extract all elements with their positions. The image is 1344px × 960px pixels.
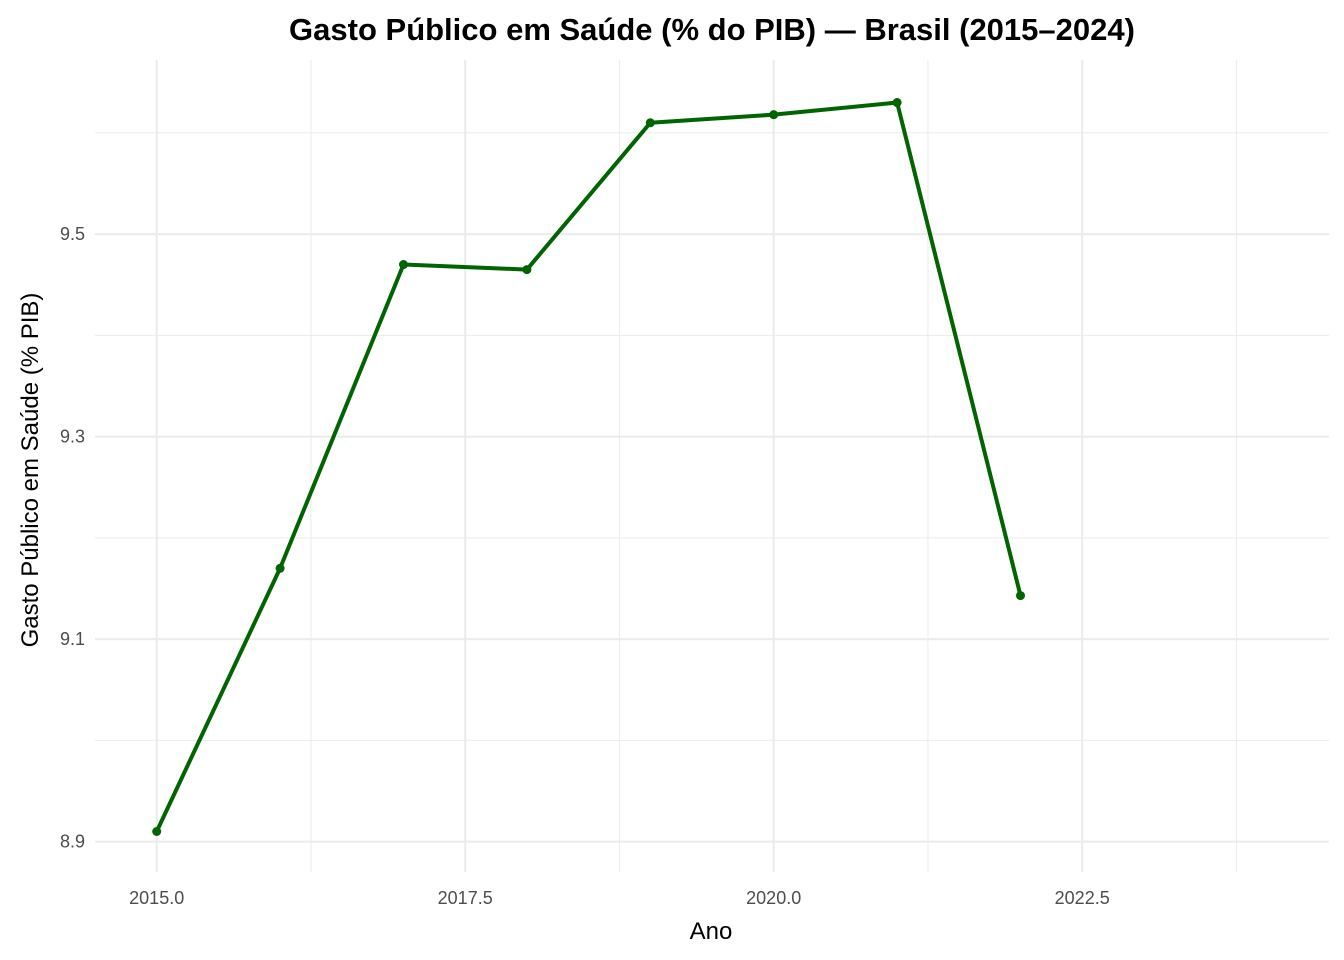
series-layer [152,98,1025,837]
x-tick-label: 2017.5 [438,888,493,908]
data-point [645,118,655,128]
x-tick-label: 2022.5 [1055,888,1110,908]
chart-title: Gasto Público em Saúde (% do PIB) — Bras… [289,12,1135,47]
data-point [769,110,779,120]
data-point [522,265,532,275]
y-tick-label: 8.9 [60,832,85,852]
data-point [892,98,902,108]
y-axis-title: Gasto Público em Saúde (% PIB) [17,293,44,648]
x-tick-label: 2020.0 [746,888,801,908]
x-tick-label: 2015.0 [129,888,184,908]
data-point [399,260,408,270]
series-line [154,100,1023,834]
data-point [275,563,285,573]
grid-layer [95,60,1329,872]
y-tick-label: 9.3 [60,427,85,447]
y-tick-label: 9.5 [60,224,85,244]
x-axis-title: Ano [690,918,733,945]
data-point [1016,591,1025,601]
tick-labels: 2015.0 2017.5 2020.0 2022.5 8.9 9.1 9.3 9.5 [60,224,1110,908]
y-tick-label: 9.1 [60,629,85,649]
data-point [152,827,162,837]
